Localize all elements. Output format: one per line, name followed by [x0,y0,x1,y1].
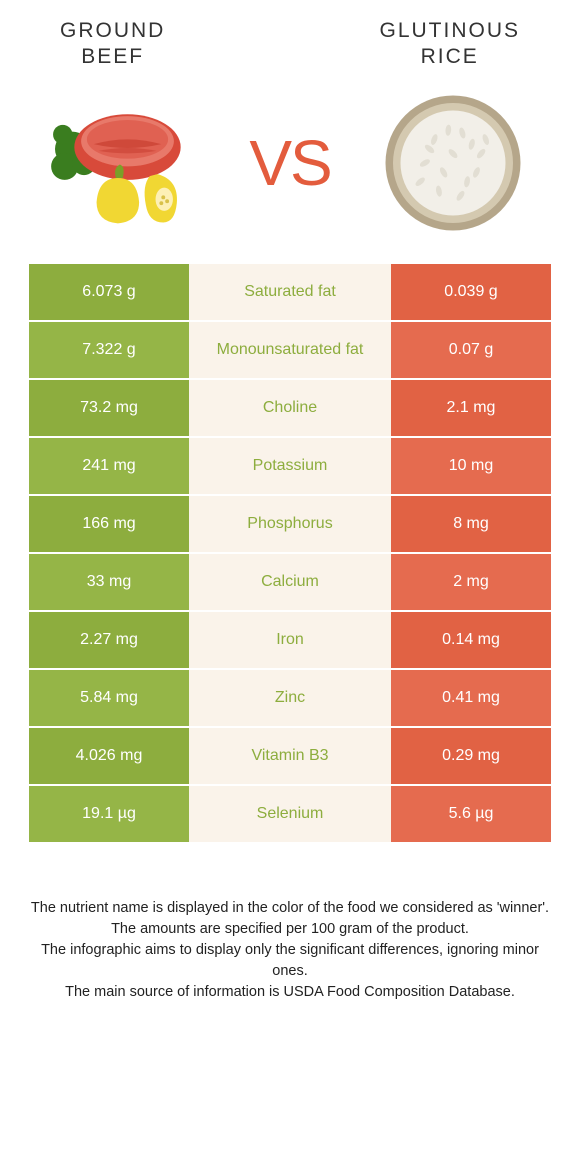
left-value: 73.2 mg [29,380,189,436]
table-row: 241 mgPotassium10 mg [29,438,551,496]
ground-beef-icon [45,91,210,236]
nutrient-label: Calcium [189,554,391,610]
left-food-title: GROUND BEEF [60,18,165,71]
footer-line: The main source of information is USDA F… [30,982,550,1003]
right-food-title: GLUTINOUS RICE [379,18,520,71]
left-value: 19.1 µg [29,786,189,842]
left-value: 166 mg [29,496,189,552]
table-row: 6.073 gSaturated fat0.039 g [29,264,551,322]
header: GROUND BEEF GLUTINOUS RICE [0,0,580,81]
table-row: 7.322 gMonounsaturated fat0.07 g [29,322,551,380]
left-value: 241 mg [29,438,189,494]
left-value: 6.073 g [29,264,189,320]
left-value: 5.84 mg [29,670,189,726]
right-value: 0.07 g [391,322,551,378]
right-value: 2.1 mg [391,380,551,436]
images-row: VS [0,81,580,264]
footer-line: The infographic aims to display only the… [30,940,550,982]
left-value: 7.322 g [29,322,189,378]
nutrient-label: Vitamin B3 [189,728,391,784]
table-row: 5.84 mgZinc0.41 mg [29,670,551,728]
nutrient-label: Choline [189,380,391,436]
right-value: 0.039 g [391,264,551,320]
footer-notes: The nutrient name is displayed in the co… [0,844,580,1003]
footer-line: The amounts are specified per 100 gram o… [30,919,550,940]
left-value: 4.026 mg [29,728,189,784]
right-value: 0.41 mg [391,670,551,726]
nutrient-label: Saturated fat [189,264,391,320]
table-row: 19.1 µgSelenium5.6 µg [29,786,551,844]
nutrient-label: Iron [189,612,391,668]
table-row: 2.27 mgIron0.14 mg [29,612,551,670]
left-value: 2.27 mg [29,612,189,668]
left-value: 33 mg [29,554,189,610]
right-value: 0.14 mg [391,612,551,668]
nutrient-label: Zinc [189,670,391,726]
right-value: 0.29 mg [391,728,551,784]
vs-label: VS [249,126,330,200]
right-value: 8 mg [391,496,551,552]
table-row: 73.2 mgCholine2.1 mg [29,380,551,438]
right-value: 5.6 µg [391,786,551,842]
right-value: 2 mg [391,554,551,610]
nutrient-label: Monounsaturated fat [189,322,391,378]
glutinous-rice-icon [370,91,535,236]
right-value: 10 mg [391,438,551,494]
footer-line: The nutrient name is displayed in the co… [30,898,550,919]
nutrient-label: Phosphorus [189,496,391,552]
table-row: 4.026 mgVitamin B30.29 mg [29,728,551,786]
table-row: 33 mgCalcium2 mg [29,554,551,612]
table-row: 166 mgPhosphorus8 mg [29,496,551,554]
nutrient-label: Selenium [189,786,391,842]
nutrient-label: Potassium [189,438,391,494]
comparison-table: 6.073 gSaturated fat0.039 g7.322 gMonoun… [29,264,551,844]
